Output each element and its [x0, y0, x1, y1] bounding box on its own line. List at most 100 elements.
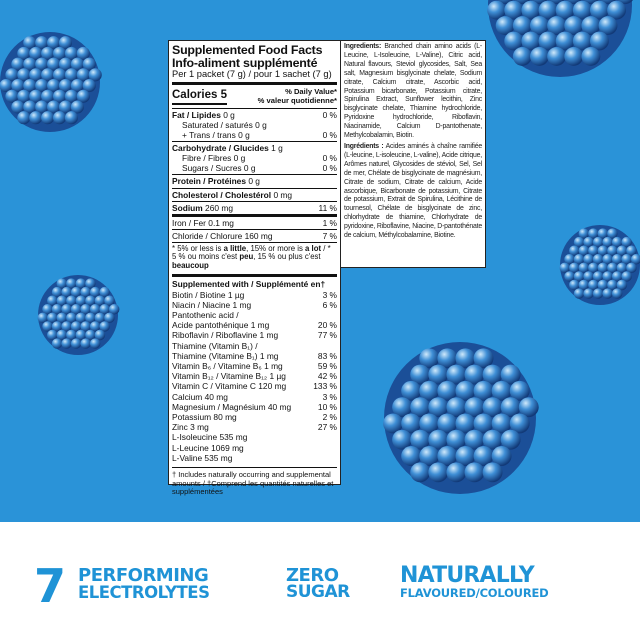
drupelet: [455, 413, 476, 434]
drupelet: [75, 312, 87, 324]
drupelet: [555, 31, 575, 51]
drupelet: [89, 321, 101, 332]
drupelet: [504, 0, 524, 20]
supplement-name: Acide pantothénique 1 mg: [172, 320, 270, 331]
drupelet: [56, 295, 68, 306]
drupelet: [52, 89, 67, 103]
raspberry-top-right: [487, 0, 633, 77]
supplement-dv: 3 %: [322, 391, 337, 402]
nutrition-facts-table: Supplemented Food Facts Info-aliment sup…: [168, 40, 341, 496]
drupelet: [464, 364, 485, 385]
drupelet: [473, 413, 494, 434]
drupelet: [538, 0, 558, 20]
drupelet: [578, 228, 590, 239]
supplement-name: Biotin / Biotine 1 µg: [172, 289, 245, 300]
drupelet: [630, 254, 640, 265]
drupelet: [602, 288, 613, 299]
supplement-name: Potassium 80 mg: [172, 412, 237, 423]
supplement-name: L-Valine 535 mg: [172, 452, 233, 463]
supplement-name: Pantothenic acid /: [172, 310, 239, 321]
drupelet: [487, 0, 507, 20]
drupelet: [581, 47, 601, 66]
calories: Calories 5: [172, 89, 227, 105]
drupelet: [512, 47, 532, 66]
drupelet: [473, 446, 494, 466]
drupelet: [85, 295, 96, 306]
drupelet: [573, 271, 585, 282]
daily-value-footnote: * 5% or less is a little, 15% or more is…: [172, 243, 337, 277]
drupelet: [41, 111, 55, 125]
drupelet: [29, 46, 43, 60]
drupelet: [583, 288, 594, 299]
electrolytes-count: 7: [34, 559, 66, 613]
drupelet: [58, 36, 73, 50]
drupelet: [437, 446, 458, 466]
sugar-label: SUGAR: [286, 582, 350, 602]
drupelet: [538, 31, 558, 51]
feature-banner: 7 PERFORMING ELECTROLYTES ZERO SUGAR NAT…: [0, 522, 640, 640]
raspberry-mid-left: [37, 275, 120, 355]
supplements-section: Supplemented with / Supplémenté en† Biot…: [172, 277, 337, 463]
drupelet: [80, 304, 91, 315]
drupelet: [41, 89, 55, 103]
drupelet: [509, 380, 530, 401]
drupelet: [581, 16, 601, 35]
drupelet: [61, 321, 72, 332]
drupelet: [437, 348, 458, 369]
calories-row: Calories 5 % Daily Value*% valeur quotid…: [172, 85, 337, 109]
drupelet: [410, 397, 431, 418]
drupelet: [588, 262, 599, 274]
drupelet: [17, 89, 31, 103]
drupelet: [80, 286, 91, 298]
supplement-name: Magnesium / Magnésium 40 mg: [172, 401, 292, 412]
drupelet: [419, 446, 440, 466]
drupelet: [518, 397, 539, 418]
drupelet: [564, 271, 575, 282]
drupelet: [70, 321, 82, 332]
ingredients-panel: Ingredients: Branched chain amino acids …: [340, 40, 486, 268]
drupelet: [500, 397, 521, 418]
drupelet: [592, 236, 604, 248]
drupelet: [455, 446, 476, 466]
supplement-name: Thiamine (Vitamin B₁) /: [172, 340, 258, 351]
drupelet: [5, 68, 19, 82]
raspberry-top-left: [0, 32, 102, 132]
supplement-name: Zinc 3 mg: [172, 422, 209, 433]
drupelet: [70, 57, 84, 71]
drupelet: [410, 364, 431, 385]
drupelet: [592, 288, 604, 299]
drupelet: [419, 380, 440, 401]
facts-title-fr: Info-aliment supplémenté: [172, 55, 318, 70]
naturally-label: NATURALLY: [400, 563, 535, 588]
drupelet: [61, 286, 72, 298]
cholesterol-row: Cholesterol / Cholestérol 0 mg: [172, 189, 337, 202]
drupelet: [569, 245, 580, 256]
supplement-row: Vitamin B₆ / Vitamine B₆ 1 mg 59 %: [172, 361, 337, 371]
drupelet: [491, 380, 512, 401]
supplement-row: Thiamine (Vitamin B₁) /: [172, 341, 337, 351]
drupelet: [555, 0, 575, 20]
drupelet: [51, 338, 63, 349]
supplement-name: Calcium 40 mg: [172, 391, 228, 402]
drupelet: [573, 236, 585, 248]
drupelet: [76, 46, 90, 60]
drupelet: [578, 262, 590, 274]
ingredients-fr: Ingrédients : Acides aminés à chaîne ram…: [344, 142, 483, 240]
drupelet: [564, 16, 584, 35]
drupelet: [94, 312, 106, 324]
drupelet: [52, 68, 67, 82]
drupelet: [573, 288, 585, 299]
drupelet: [473, 380, 494, 401]
drupelet: [437, 380, 458, 401]
drupelet: [616, 245, 628, 256]
drupelet: [52, 111, 67, 125]
supplement-row: L-Valine 535 mg: [172, 453, 337, 463]
supplement-row: Potassium 80 mg 2 %: [172, 412, 337, 422]
drupelet: [590, 0, 609, 20]
drupelet: [428, 397, 449, 418]
drupelet: [512, 16, 532, 35]
drupelet: [588, 279, 599, 291]
sodium-row: Sodium 260 mg 11 %: [172, 202, 337, 217]
drupelet: [35, 100, 49, 114]
drupelet: [94, 329, 106, 341]
